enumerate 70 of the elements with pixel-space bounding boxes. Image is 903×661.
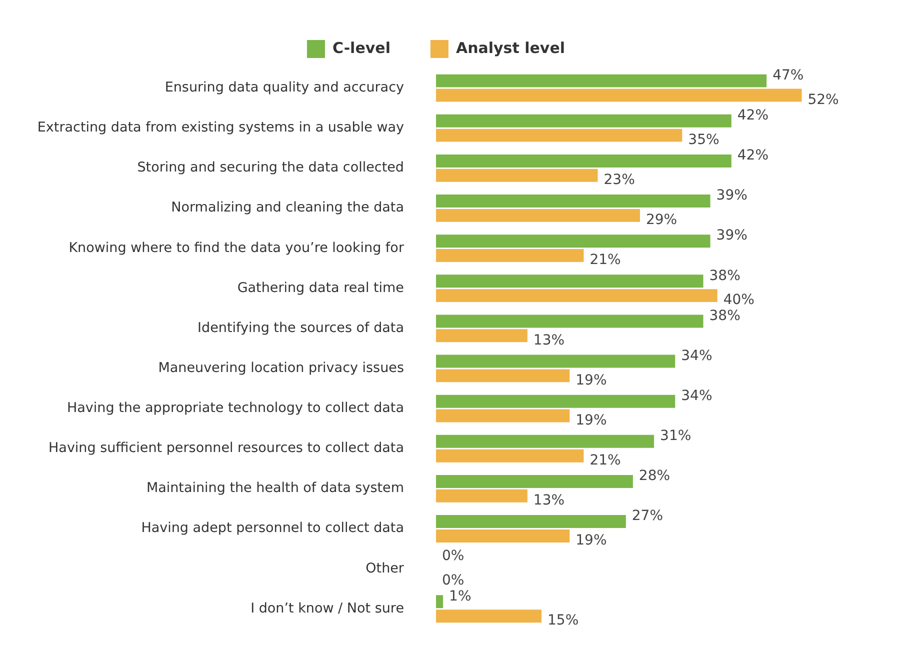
- bar: [436, 394, 676, 408]
- data-label: 19%: [576, 372, 607, 388]
- bar: [436, 529, 570, 542]
- bar: [436, 449, 584, 462]
- y-tick-label: Maintaining the health of data system: [146, 480, 404, 496]
- bar: [436, 168, 598, 182]
- bar: [436, 154, 732, 168]
- legend-label: Analyst level: [456, 38, 566, 57]
- y-tick-label: Identifying the sources of data: [198, 320, 404, 336]
- bar: [436, 409, 570, 422]
- data-label: 23%: [604, 172, 635, 188]
- data-label: 31%: [660, 428, 692, 444]
- data-label: 47%: [772, 67, 804, 84]
- legend-label: C-level: [332, 38, 390, 57]
- y-tick-label: Storing and securing the data collected: [137, 160, 404, 176]
- data-label: 19%: [576, 412, 607, 428]
- y-tick-label: Having the appropriate technology to collect data: [67, 400, 404, 416]
- data-label: 0%: [442, 548, 464, 564]
- y-tick-label: Normalizing and cleaning the data: [171, 200, 404, 216]
- bar: [436, 329, 528, 342]
- bar: [436, 88, 802, 102]
- bar: [436, 249, 584, 262]
- data-label: 35%: [688, 132, 720, 148]
- bar: [436, 194, 710, 208]
- data-label: 19%: [576, 532, 607, 549]
- data-label: 15%: [548, 612, 579, 629]
- bar: [436, 515, 626, 528]
- data-label: 13%: [533, 492, 565, 509]
- bar: [436, 234, 710, 248]
- y-tick-label: Extracting data from existing systems in a usable way: [37, 120, 404, 136]
- bar: [436, 314, 704, 328]
- data-label: 42%: [737, 148, 769, 164]
- y-tick-label: Other: [366, 560, 404, 576]
- bar: [436, 610, 542, 623]
- bar: [436, 274, 704, 288]
- y-tick-label: I don’t know / Not sure: [250, 600, 404, 616]
- data-label: 38%: [709, 268, 740, 284]
- data-label: 34%: [681, 388, 712, 404]
- data-label: 39%: [716, 188, 748, 204]
- bar: [436, 208, 640, 222]
- bar: [436, 289, 718, 302]
- bar: [436, 489, 528, 502]
- data-label: 28%: [638, 468, 670, 484]
- bar: [436, 434, 654, 448]
- y-tick-label: Maneuvering location privacy issues: [158, 360, 404, 376]
- y-tick-label: Gathering data real time: [237, 280, 404, 296]
- data-label: 27%: [632, 508, 664, 524]
- bar: [436, 74, 767, 88]
- data-label: 21%: [590, 252, 621, 268]
- data-label: 29%: [646, 212, 678, 228]
- y-tick-label: Having sufficient personnel resources to collect data: [48, 440, 404, 456]
- data-label: 13%: [533, 332, 565, 348]
- data-label: 38%: [709, 308, 740, 324]
- y-tick-label: Ensuring data quality and accuracy: [164, 80, 404, 96]
- y-tick-label: Knowing where to find the data you’re looking for: [68, 240, 404, 256]
- bar: [436, 114, 732, 128]
- bar: [436, 474, 633, 488]
- bar: [436, 354, 676, 368]
- data-label: 21%: [590, 452, 621, 468]
- bar: [436, 369, 570, 382]
- data-label: 34%: [681, 348, 712, 364]
- data-label: 42%: [737, 108, 769, 124]
- data-label: 39%: [716, 228, 748, 244]
- data-label: 0%: [442, 572, 464, 589]
- data-label: 52%: [808, 92, 839, 108]
- y-tick-label: Having adept personnel to collect data: [141, 520, 404, 536]
- bar: [436, 128, 682, 142]
- data-label: 40%: [723, 292, 754, 308]
- bar: [436, 595, 444, 608]
- data-label: 1%: [449, 588, 472, 604]
